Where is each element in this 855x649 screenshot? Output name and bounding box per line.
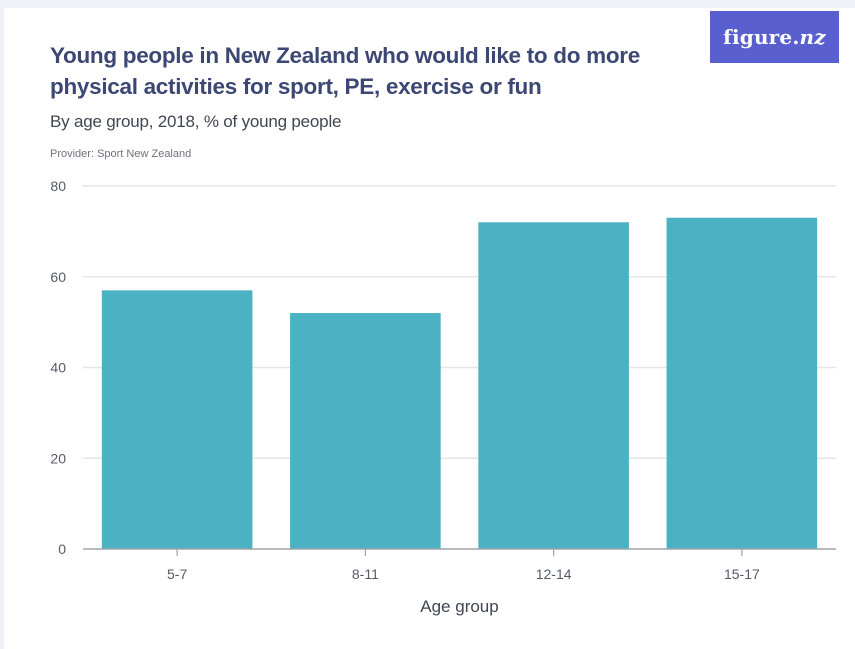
y-tick-label: 40 — [50, 360, 66, 376]
y-tick-label: 20 — [50, 450, 66, 466]
chart-card: 0 20 40 60 80 5-7 8-11 12-14 15-17 Age group Youn… — [4, 8, 855, 649]
bar — [666, 217, 818, 549]
figure-nz-logo[interactable]: figure.nz — [710, 11, 839, 63]
x-axis-label: Age group — [420, 597, 498, 616]
y-tick-label: 60 — [50, 269, 66, 285]
bar — [290, 313, 441, 549]
y-tick-label: 0 — [58, 541, 66, 557]
x-tick-label: 12-14 — [536, 566, 572, 582]
chart-title: Young people in New Zealand who would li… — [50, 43, 640, 99]
y-tick-label: 80 — [50, 178, 66, 194]
bar-chart: 0 20 40 60 80 5-7 8-11 12-14 15-17 Age group — [50, 178, 836, 616]
chart-subtitle: By age group, 2018, % of young people — [50, 112, 342, 131]
data-provider: Provider: Sport New Zealand — [50, 148, 192, 160]
x-tick-label: 8-11 — [352, 566, 379, 582]
logo-text: figure.nz — [723, 25, 826, 49]
bar — [478, 222, 629, 550]
x-tick-label: 5-7 — [167, 566, 187, 582]
bar — [101, 290, 253, 549]
x-tick-label: 15-17 — [724, 566, 760, 582]
